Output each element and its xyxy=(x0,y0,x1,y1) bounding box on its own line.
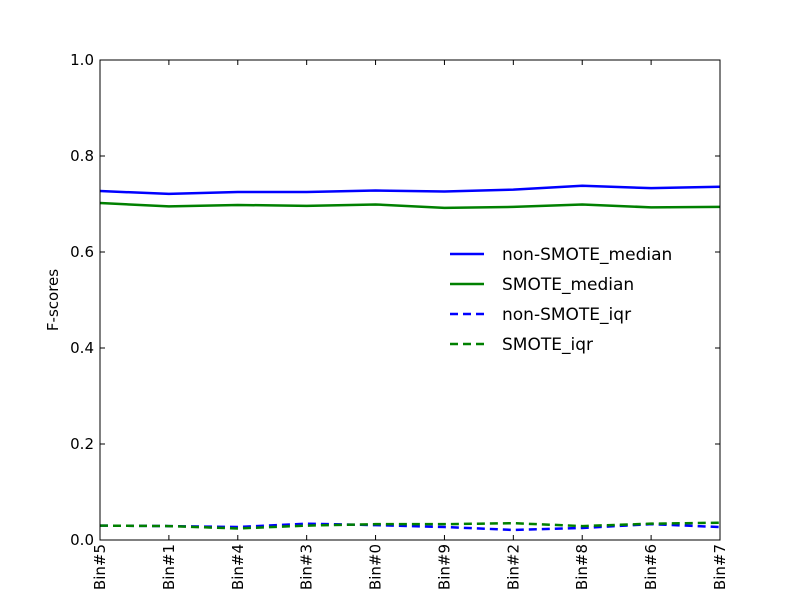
plot-lines xyxy=(99,184,721,532)
y-tick-label: 0.4 xyxy=(70,339,94,357)
y-tick-label: 0.8 xyxy=(70,147,94,165)
y-tick-label: 0.6 xyxy=(70,243,94,261)
legend-label: SMOTE_median xyxy=(502,275,634,295)
legend-label: non-SMOTE_median xyxy=(502,245,672,265)
x-tick-label: Bin#2 xyxy=(504,544,522,590)
x-axis-ticks: Bin#5 Bin#1 Bin#4 Bin#3 Bin#0 Bin#9 Bin#2 Bin#8… xyxy=(91,60,729,590)
x-tick-label: Bin#8 xyxy=(573,544,591,590)
legend-label: SMOTE_iqr xyxy=(502,335,593,355)
plot-frame xyxy=(99,59,721,541)
x-tick-label: Bin#0 xyxy=(367,544,385,590)
series-line-smote-median xyxy=(99,201,721,210)
series-line-non-smote-median xyxy=(99,184,721,196)
x-tick-label: Bin#5 xyxy=(91,544,109,590)
y-axis-ticks: 0.0 0.2 0.4 0.6 0.8 1.0 xyxy=(70,51,720,549)
x-tick-label: Bin#4 xyxy=(229,544,247,590)
y-tick-label: 0.2 xyxy=(70,435,94,453)
legend: non-SMOTE_median SMOTE_median non-SMOTE_iq… xyxy=(450,245,672,355)
x-tick-label: Bin#6 xyxy=(642,544,660,590)
x-tick-label: Bin#7 xyxy=(711,544,729,590)
x-tick-label: Bin#1 xyxy=(160,544,178,590)
x-tick-label: Bin#3 xyxy=(298,544,316,590)
legend-label: non-SMOTE_iqr xyxy=(502,305,631,325)
x-tick-label: Bin#9 xyxy=(435,544,453,590)
y-axis-label: F-scores xyxy=(44,269,62,331)
y-tick-label: 1.0 xyxy=(70,51,94,69)
y-tick-label: 0.0 xyxy=(70,531,94,549)
